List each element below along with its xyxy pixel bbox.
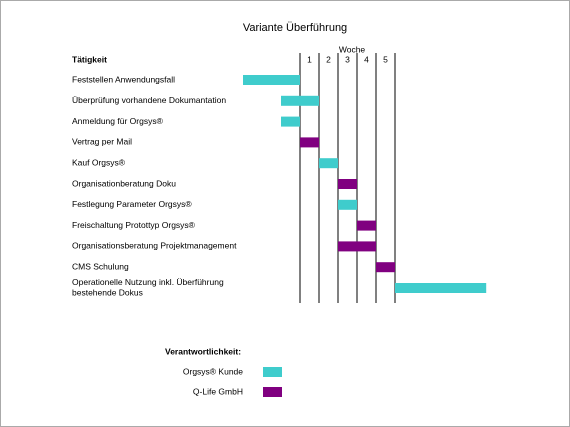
task-label: Vertrag per Mail: [72, 137, 132, 147]
task-bar: [300, 137, 319, 148]
chart-title: Variante Überführung: [243, 22, 347, 34]
legend-label: Orgsys® Kunde: [183, 366, 243, 376]
week-tick-label: 3: [345, 54, 350, 64]
task-label: bestehende Dokus: [72, 288, 143, 298]
task-bar: [357, 220, 376, 231]
week-label: Woche: [339, 44, 366, 54]
task-label: Freischaltung Protottyp Orgsys®: [72, 220, 196, 230]
task-bar: [338, 241, 376, 252]
task-label: Organisationberatung Doku: [72, 178, 176, 188]
task-label: Kauf Orgsys®: [72, 157, 126, 167]
week-tick-label: 1: [307, 54, 312, 64]
task-bar: [376, 262, 395, 273]
week-tick-label: 5: [383, 54, 388, 64]
task-bar: [243, 75, 300, 85]
task-label: CMS Schulung: [72, 261, 129, 271]
week-tick-label: 4: [364, 54, 369, 64]
legend-swatch: [263, 387, 282, 397]
task-bar: [338, 199, 357, 210]
task-header: Tätigkeit: [72, 54, 107, 64]
legend-swatch: [263, 367, 282, 377]
task-label: Festlegung Parameter Orgsys®: [72, 199, 192, 209]
task-label: Operationelle Nutzung inkl. Überführung: [72, 277, 224, 287]
task-bar: [281, 116, 300, 127]
task-label: Feststellen Anwendungsfall: [72, 74, 175, 84]
task-bar: [281, 95, 319, 106]
task-label: Überprüfung vorhandene Dokumantation: [72, 95, 226, 105]
task-label: Organisationsberatung Projektmanagement: [72, 241, 237, 251]
legend-title: Verantwortlichkeit:: [165, 346, 241, 356]
task-bar: [395, 283, 487, 293]
task-bar: [338, 179, 357, 189]
task-label: Anmeldung für Orgsys®: [72, 116, 164, 126]
task-bar: [319, 158, 338, 169]
week-tick-label: 2: [326, 54, 331, 64]
legend-label: Q-Life GmbH: [193, 386, 243, 396]
